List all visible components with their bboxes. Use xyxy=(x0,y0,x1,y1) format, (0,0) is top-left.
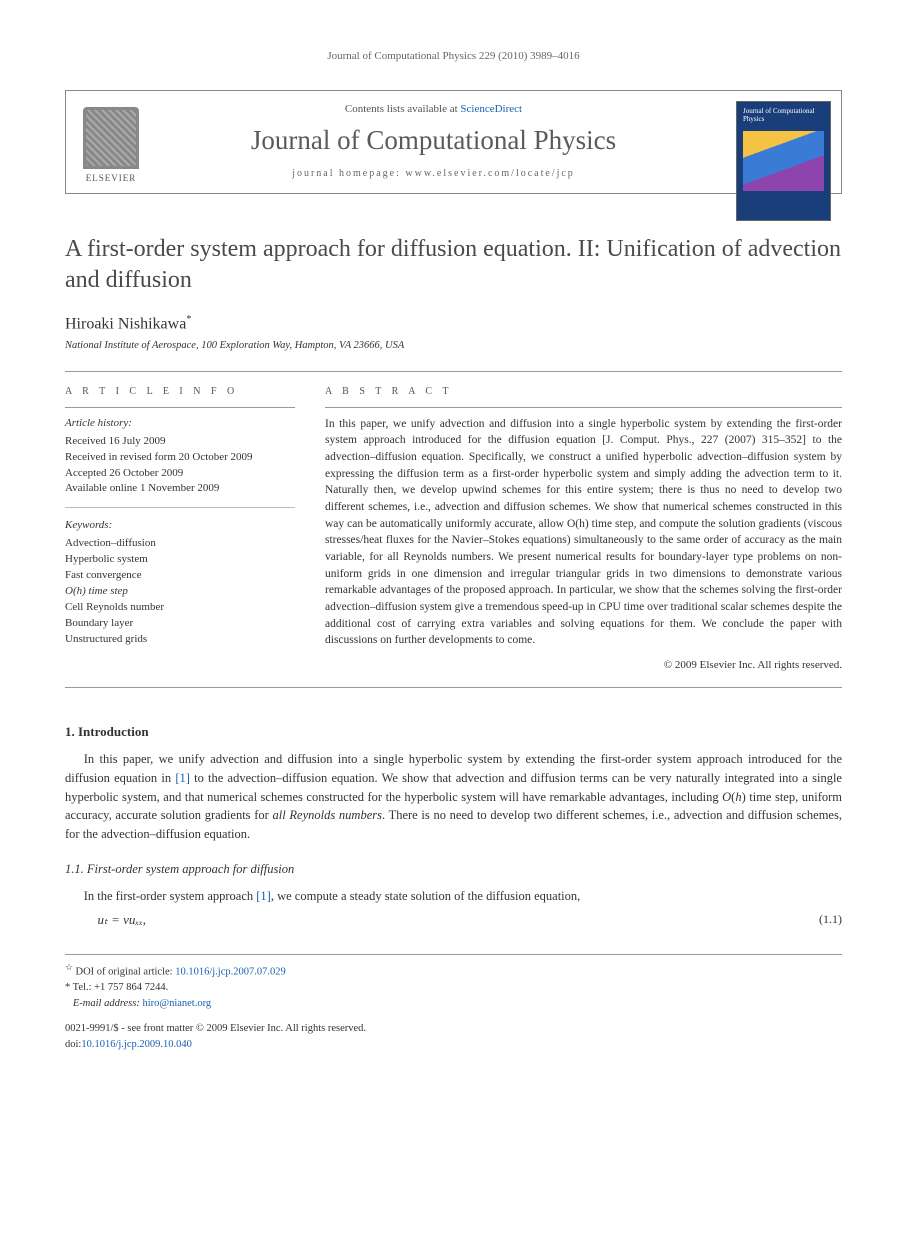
journal-homepage: journal homepage: www.elsevier.com/locat… xyxy=(156,168,711,179)
equation-number: (1.1) xyxy=(819,912,842,927)
cover-art-icon xyxy=(743,131,824,191)
abstract-text: In this paper, we unify advection and di… xyxy=(325,416,842,649)
cover-title: Journal of Computational Physics xyxy=(737,102,830,125)
equation-text: uₜ = νuₓₓ, xyxy=(98,912,147,928)
history-received: Received 16 July 2009 xyxy=(65,434,295,450)
divider xyxy=(65,687,842,688)
footnotes: ☆ DOI of original article: 10.1016/j.jcp… xyxy=(65,954,842,1012)
keyword: Fast convergence xyxy=(65,568,295,584)
section-1-1-paragraph: In the first-order system approach [1], … xyxy=(65,887,842,906)
contents-lists-line: Contents lists available at ScienceDirec… xyxy=(156,103,711,115)
keywords-title: Keywords: xyxy=(65,518,295,534)
footnote-doi-original: ☆ DOI of original article: 10.1016/j.jcp… xyxy=(65,961,842,980)
journal-cover-thumbnail: Journal of Computational Physics xyxy=(736,101,831,221)
keyword: Unstructured grids xyxy=(65,632,295,648)
author-text: Hiroaki Nishikawa xyxy=(65,316,186,333)
doi-line: doi:10.1016/j.jcp.2009.10.040 xyxy=(65,1037,842,1053)
ref-1-link[interactable]: [1] xyxy=(175,771,190,785)
keyword: O(h) time step xyxy=(65,584,295,600)
keyword: Boundary layer xyxy=(65,616,295,632)
author-email-link[interactable]: hiro@nianet.org xyxy=(142,998,211,1009)
section-1-heading: 1. Introduction xyxy=(65,724,842,740)
history-revised: Received in revised form 20 October 2009 xyxy=(65,450,295,466)
author-name: Hiroaki Nishikawa* xyxy=(65,314,842,333)
divider xyxy=(325,407,842,408)
elsevier-tree-icon xyxy=(83,107,139,169)
footnote-email: E-mail address: hiro@nianet.org xyxy=(65,996,842,1012)
sciencedirect-link[interactable]: ScienceDirect xyxy=(460,103,522,115)
keyword: Hyperbolic system xyxy=(65,552,295,568)
abstract-copyright: © 2009 Elsevier Inc. All rights reserved… xyxy=(325,659,842,671)
article-doi-link[interactable]: 10.1016/j.jcp.2009.10.040 xyxy=(81,1039,192,1050)
divider xyxy=(65,407,295,408)
author-corresponding-marker: * xyxy=(186,314,191,325)
keyword: Advection–diffusion xyxy=(65,536,295,552)
journal-header-box: ELSEVIER Contents lists available at Sci… xyxy=(65,90,842,194)
ref-1-link[interactable]: [1] xyxy=(256,889,271,903)
section-1-paragraph: In this paper, we unify advection and di… xyxy=(65,750,842,844)
article-history-title: Article history: xyxy=(65,416,295,432)
running-head: Journal of Computational Physics 229 (20… xyxy=(65,50,842,62)
front-matter-line: 0021-9991/$ - see front matter © 2009 El… xyxy=(65,1021,842,1037)
elsevier-wordmark: ELSEVIER xyxy=(86,173,137,183)
article-title: A first-order system approach for diffus… xyxy=(65,234,842,296)
section-1-1-heading: 1.1. First-order system approach for dif… xyxy=(65,862,842,877)
abstract-heading: A B S T R A C T xyxy=(325,386,842,397)
equation-1-1: uₜ = νuₓₓ, (1.1) xyxy=(98,912,843,928)
footer-block: 0021-9991/$ - see front matter © 2009 El… xyxy=(65,1021,842,1053)
affiliation: National Institute of Aerospace, 100 Exp… xyxy=(65,340,842,351)
history-accepted: Accepted 26 October 2009 xyxy=(65,466,295,482)
journal-name: Journal of Computational Physics xyxy=(156,125,711,156)
original-doi-link[interactable]: 10.1016/j.jcp.2007.07.029 xyxy=(175,966,286,977)
footnote-tel: * Tel.: +1 757 864 7244. xyxy=(65,980,842,996)
article-info-heading: A R T I C L E I N F O xyxy=(65,386,295,397)
contents-prefix: Contents lists available at xyxy=(345,103,460,115)
keyword: Cell Reynolds number xyxy=(65,600,295,616)
history-online: Available online 1 November 2009 xyxy=(65,481,295,497)
elsevier-logo: ELSEVIER xyxy=(76,101,146,183)
